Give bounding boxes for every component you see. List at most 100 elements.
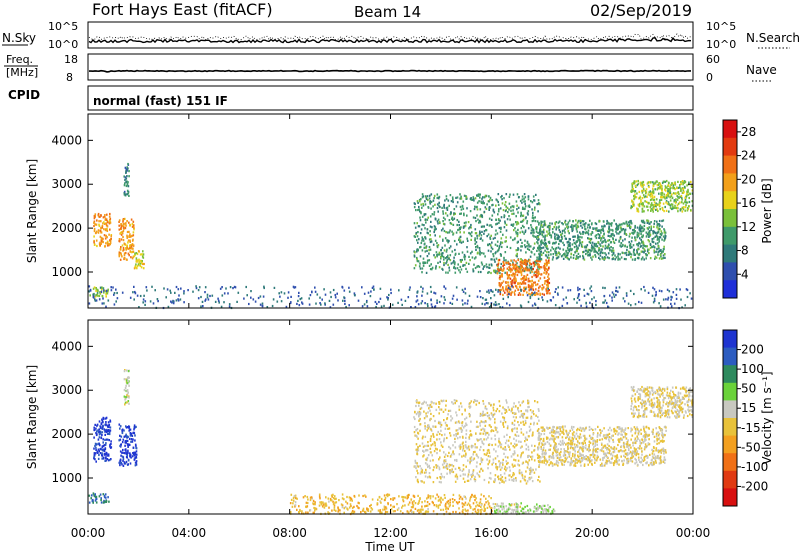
heatmap-cell	[470, 420, 472, 423]
heatmap-cell	[519, 263, 522, 266]
heatmap-cell	[125, 248, 127, 251]
heatmap-cell	[259, 295, 262, 298]
heatmap-cell	[634, 236, 636, 239]
heatmap-cell	[506, 277, 509, 280]
heatmap-cell	[417, 432, 420, 435]
heatmap-cell	[516, 241, 519, 244]
heatmap-cell	[498, 284, 501, 287]
heatmap-cell	[613, 448, 616, 452]
heatmap-cell	[599, 254, 602, 257]
heatmap-cell	[641, 185, 644, 188]
heatmap-cell	[427, 411, 429, 414]
heatmap-cell	[482, 196, 484, 199]
heatmap-cell	[469, 406, 471, 409]
heatmap-cell	[174, 291, 176, 294]
heatmap-cell	[564, 219, 567, 222]
heatmap-cell	[128, 221, 130, 224]
heatmap-cell	[595, 236, 598, 240]
heatmap-cell	[565, 296, 567, 299]
heatmap-cell	[427, 198, 429, 202]
heatmap-cell	[643, 248, 646, 251]
heatmap-cell	[468, 470, 470, 474]
heatmap-cell	[507, 439, 510, 442]
heatmap-cell	[543, 461, 545, 464]
heatmap-cell	[516, 193, 519, 196]
heatmap-cell	[126, 189, 129, 192]
heatmap-cell	[507, 281, 510, 284]
heatmap-cell	[542, 235, 545, 238]
heatmap-cell	[639, 181, 642, 184]
heatmap-cell	[651, 238, 654, 241]
heatmap-cell	[522, 269, 524, 272]
heatmap-cell	[529, 262, 532, 265]
heatmap-cell	[589, 301, 591, 304]
heatmap-cell	[499, 420, 502, 423]
heatmap-cell	[641, 204, 644, 207]
heatmap-cell	[546, 245, 548, 248]
heatmap-cell	[612, 240, 615, 243]
heatmap-cell	[499, 463, 501, 466]
heatmap-cell	[664, 205, 666, 209]
heatmap-cell	[518, 401, 520, 404]
heatmap-cell	[108, 500, 110, 503]
heatmap-cell	[631, 258, 634, 261]
heatmap-cell	[549, 225, 551, 228]
heatmap-cell	[121, 451, 123, 454]
heatmap-cell	[555, 254, 558, 257]
heatmap-cell	[132, 231, 135, 234]
heatmap-cell	[507, 284, 510, 287]
heatmap-cell	[514, 282, 516, 285]
heatmap-cell	[462, 441, 464, 444]
heatmap-cell	[663, 452, 665, 455]
heatmap-cell	[483, 252, 485, 255]
heatmap-cell	[516, 208, 518, 211]
heatmap-cell	[426, 463, 429, 466]
heatmap-cell	[511, 285, 513, 288]
heatmap-cell	[481, 225, 484, 228]
heatmap-cell	[535, 261, 538, 264]
heatmap-cell	[647, 231, 650, 234]
heatmap-cell	[564, 237, 567, 240]
heatmap-cell	[651, 191, 654, 194]
heatmap-cell	[666, 192, 669, 195]
heatmap-cell	[90, 497, 92, 500]
heatmap-cell	[514, 427, 516, 430]
heatmap-cell	[106, 428, 108, 431]
heatmap-cell	[500, 245, 503, 249]
heatmap-cell	[669, 199, 672, 202]
heatmap-cell	[552, 296, 555, 299]
heatmap-cell	[604, 247, 606, 250]
heatmap-cell	[633, 292, 635, 296]
heatmap-cell	[620, 245, 622, 248]
heatmap-cell	[551, 258, 554, 261]
heatmap-cell	[572, 220, 574, 223]
heatmap-cell	[540, 241, 542, 244]
heatmap-cell	[122, 239, 125, 242]
heatmap-cell	[458, 427, 461, 430]
heatmap-cell	[261, 304, 264, 307]
heatmap-cell	[484, 255, 486, 258]
heatmap-cell	[533, 199, 535, 202]
heatmap-cell	[432, 425, 434, 428]
heatmap-cell	[488, 481, 490, 484]
heatmap-cell	[633, 181, 636, 184]
heatmap-cell	[415, 466, 417, 470]
heatmap-cell	[125, 379, 128, 382]
heatmap-cell	[488, 451, 491, 454]
heatmap-cell	[370, 290, 372, 293]
heatmap-cell	[479, 412, 482, 415]
heatmap-cell	[533, 293, 536, 296]
heatmap-cell	[610, 224, 613, 227]
heatmap-cell	[443, 462, 446, 465]
heatmap-cell	[522, 267, 525, 270]
heatmap-cell	[519, 415, 521, 419]
heatmap-cell	[666, 288, 669, 291]
heatmap-cell	[109, 221, 112, 224]
heatmap-cell	[645, 235, 648, 238]
heatmap-cell	[419, 232, 422, 235]
heatmap-cell	[438, 201, 440, 204]
heatmap-cell	[511, 409, 513, 412]
heatmap-cell	[455, 434, 458, 437]
heatmap-cell	[430, 412, 432, 415]
heatmap-cell	[109, 443, 111, 446]
